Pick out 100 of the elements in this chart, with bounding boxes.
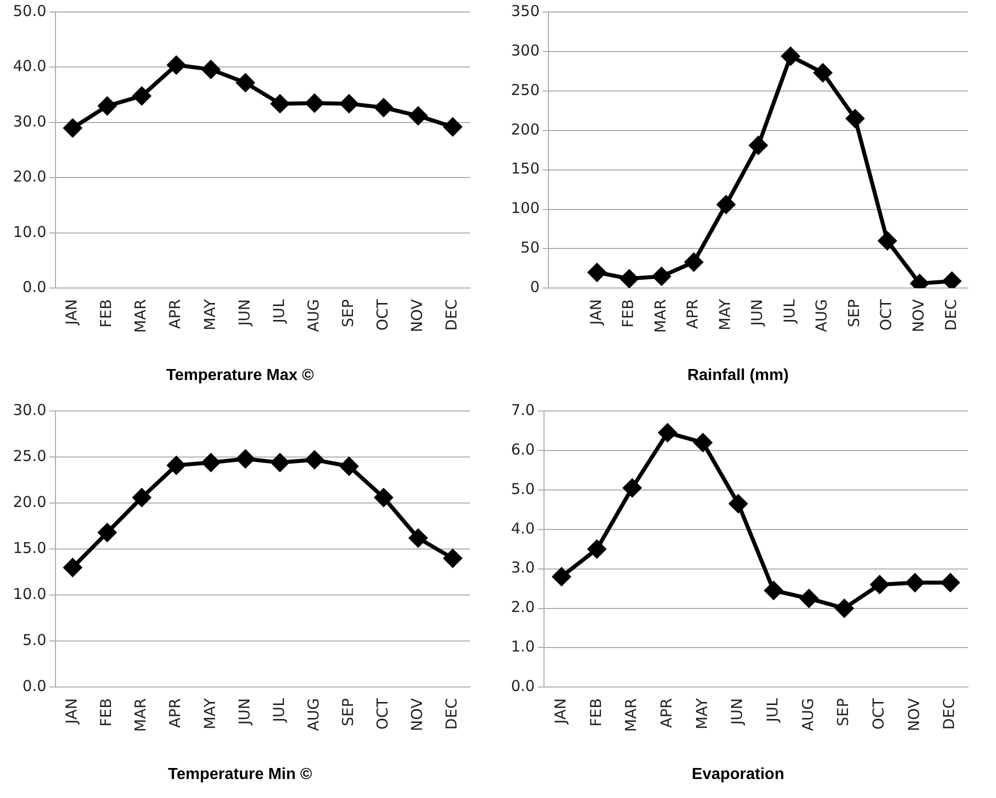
- x-tick-label: APR: [166, 299, 184, 329]
- x-tick-label: JAN: [586, 299, 605, 326]
- x-tick-label: JAN: [62, 299, 81, 326]
- x-tick-label: DEC: [442, 698, 461, 730]
- x-tick-label: FEB: [619, 299, 638, 328]
- point: [444, 549, 462, 568]
- y-tick-label: 30.0: [12, 112, 46, 130]
- y-tick-label: 4.0: [510, 519, 535, 538]
- y-tick-label: 0: [530, 278, 540, 296]
- x-tick-label: JAN: [551, 698, 570, 725]
- text: Rainfall (mm): [687, 366, 789, 384]
- point: [729, 494, 748, 513]
- x-tick-label: JUL: [270, 298, 288, 324]
- point: [306, 94, 324, 112]
- y-tick-label: 30.0: [12, 400, 46, 419]
- point: [340, 94, 358, 113]
- x-tick-label: FEB: [97, 698, 116, 727]
- point: [444, 118, 462, 136]
- point: [846, 110, 864, 128]
- point: [588, 263, 606, 282]
- y-tick-label: 350: [510, 2, 540, 20]
- text: Temperature Max ©: [166, 366, 314, 384]
- x-tick-label: JUN: [748, 299, 766, 327]
- y-tick-label: 2.0: [510, 598, 535, 616]
- x-tick-label: MAR: [132, 299, 150, 333]
- x-tick-label: AUG: [798, 698, 817, 732]
- x-tick-label: AUG: [304, 299, 322, 332]
- point: [409, 529, 428, 548]
- x-tick-label: NOV: [408, 697, 426, 732]
- point: [878, 232, 896, 250]
- x-tick-label: APR: [166, 698, 184, 728]
- x-tick-label: AUG: [812, 299, 831, 332]
- y-tick-label: 150: [510, 160, 540, 178]
- x-tick-label: JUN: [235, 299, 254, 327]
- y-tick-label: 50.0: [12, 2, 46, 20]
- y-tick-label: 50: [520, 238, 540, 257]
- x-tick-label: DEC: [942, 299, 960, 331]
- y-tick-label: 200: [510, 120, 540, 138]
- y-tick-label: 250: [510, 80, 540, 99]
- y-tick-label: 7.0: [510, 400, 535, 419]
- point: [684, 253, 703, 272]
- point: [202, 60, 220, 78]
- x-tick-label: MAY: [200, 298, 219, 330]
- point: [64, 558, 82, 576]
- point: [941, 574, 960, 592]
- y-tick-label: 20.0: [12, 492, 46, 511]
- y-tick-label: 10.0: [12, 222, 46, 241]
- point: [658, 424, 677, 442]
- x-tick-label: SEP: [338, 698, 357, 726]
- x-tick-label: DEC: [940, 698, 958, 730]
- point: [552, 568, 571, 586]
- text: Temperature Min ©: [168, 766, 312, 783]
- x-tick-label: NOV: [904, 697, 923, 732]
- point: [623, 478, 642, 497]
- y-tick-label: 10.0: [12, 585, 46, 604]
- point: [620, 270, 638, 288]
- x-tick-label: FEB: [586, 698, 605, 727]
- x-tick-label: AUG: [304, 698, 322, 732]
- x-tick-label: OCT: [374, 298, 392, 331]
- point: [236, 450, 254, 468]
- point: [270, 94, 289, 113]
- point: [374, 98, 393, 117]
- point: [98, 524, 116, 542]
- point: [694, 434, 712, 452]
- x-tick-label: MAR: [622, 698, 640, 732]
- x-tick-label: MAR: [651, 299, 670, 333]
- point: [64, 118, 82, 137]
- y-tick-label: 300: [510, 41, 540, 60]
- point: [202, 454, 220, 472]
- x-tick-label: OCT: [374, 697, 392, 730]
- x-tick-label: NOV: [910, 298, 928, 332]
- point: [306, 450, 324, 469]
- x-tick-label: JUL: [270, 698, 288, 723]
- point: [906, 574, 924, 592]
- x-tick-label: APR: [657, 698, 676, 728]
- x-tick-label: APR: [684, 299, 702, 329]
- point: [749, 136, 768, 154]
- point: [588, 540, 606, 558]
- x-tick-label: OCT: [870, 697, 888, 730]
- x-tick-label: JUL: [763, 698, 782, 723]
- x-tick-label: OCT: [877, 298, 896, 331]
- point: [409, 106, 428, 125]
- x-tick-label: MAY: [716, 298, 734, 330]
- point: [167, 456, 186, 474]
- x-tick-label: DEC: [442, 299, 461, 331]
- point: [835, 599, 854, 618]
- text: Evaporation: [692, 766, 784, 783]
- point: [814, 64, 832, 82]
- x-tick-label: FEB: [97, 299, 116, 328]
- point: [270, 454, 289, 472]
- y-tick-label: 5.0: [22, 631, 46, 650]
- x-tick-label: SEP: [834, 698, 852, 726]
- y-tick-label: 0.0: [22, 677, 46, 696]
- x-tick-label: MAY: [200, 697, 219, 730]
- x-tick-label: JUN: [728, 698, 746, 726]
- y-tick-label: 3.0: [510, 558, 535, 577]
- y-tick-label: 0.0: [22, 278, 46, 296]
- x-tick-label: JAN: [62, 698, 81, 725]
- y-tick-label: 40.0: [12, 57, 46, 76]
- x-tick-label: SEP: [844, 299, 863, 328]
